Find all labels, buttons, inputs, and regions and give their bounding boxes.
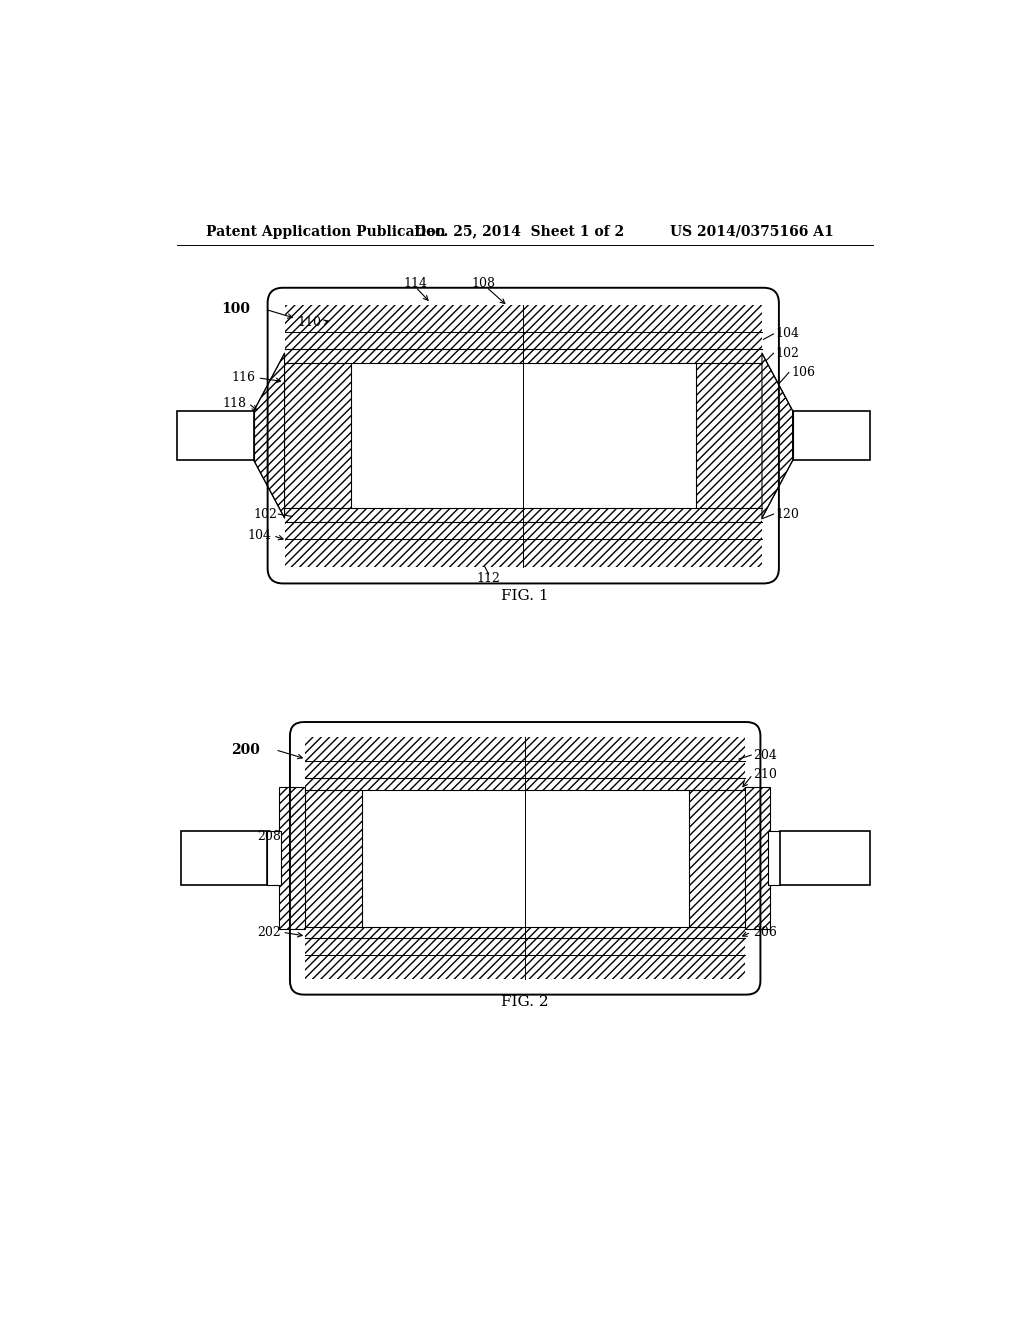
- Bar: [305, 738, 745, 779]
- Text: 202: 202: [257, 925, 281, 939]
- Text: 100: 100: [221, 302, 251, 317]
- Text: 110: 110: [298, 315, 322, 329]
- Text: 120: 120: [776, 508, 800, 520]
- Text: 118: 118: [222, 397, 246, 409]
- Bar: [285, 305, 762, 350]
- Text: 200: 200: [230, 743, 259, 756]
- Bar: [305, 779, 745, 939]
- Bar: [177, 411, 254, 461]
- Text: 104: 104: [248, 529, 271, 543]
- Bar: [361, 789, 689, 927]
- Text: 108: 108: [471, 277, 496, 289]
- Text: 102: 102: [776, 347, 800, 360]
- Text: 210: 210: [753, 768, 776, 781]
- Bar: [351, 363, 695, 508]
- Text: 204: 204: [753, 748, 776, 762]
- Bar: [280, 788, 305, 929]
- Text: 114: 114: [403, 277, 427, 289]
- FancyBboxPatch shape: [290, 722, 761, 995]
- Polygon shape: [254, 354, 285, 517]
- Text: US 2014/0375166 A1: US 2014/0375166 A1: [670, 224, 834, 239]
- Bar: [305, 939, 745, 979]
- Text: 106: 106: [792, 366, 815, 379]
- Text: 206: 206: [753, 925, 776, 939]
- Bar: [780, 832, 869, 886]
- Bar: [285, 521, 762, 566]
- Text: FIG. 1: FIG. 1: [501, 589, 549, 603]
- Text: 104: 104: [776, 327, 800, 341]
- Bar: [267, 832, 281, 886]
- Bar: [180, 832, 267, 886]
- Text: Dec. 25, 2014  Sheet 1 of 2: Dec. 25, 2014 Sheet 1 of 2: [414, 224, 624, 239]
- Bar: [793, 411, 869, 461]
- Text: 112: 112: [477, 572, 501, 585]
- Text: 116: 116: [231, 371, 255, 384]
- Text: Patent Application Publication: Patent Application Publication: [206, 224, 445, 239]
- Text: FIG. 2: FIG. 2: [501, 994, 549, 1008]
- Bar: [745, 788, 770, 929]
- Bar: [768, 832, 780, 886]
- Text: 102: 102: [253, 508, 276, 520]
- Polygon shape: [762, 354, 793, 517]
- Text: 208: 208: [257, 829, 281, 842]
- Bar: [285, 350, 762, 521]
- FancyBboxPatch shape: [267, 288, 779, 583]
